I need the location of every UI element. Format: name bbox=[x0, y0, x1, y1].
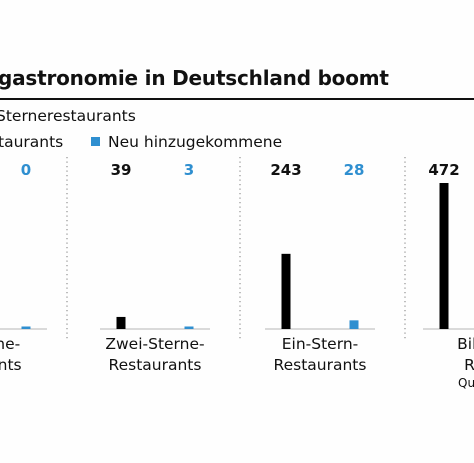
value-label-new: 0 bbox=[21, 161, 31, 179]
category-label: Sterne- bbox=[0, 335, 20, 353]
bar-new bbox=[21, 326, 31, 329]
value-label-total: 243 bbox=[270, 161, 301, 179]
category-label: Zwei-Sterne- bbox=[105, 335, 204, 353]
source-note: Qu bbox=[458, 376, 474, 390]
value-label-new: 28 bbox=[344, 161, 365, 179]
value-label-total: 472 bbox=[428, 161, 459, 179]
category-label: aurants bbox=[0, 356, 22, 374]
value-label-new: 3 bbox=[184, 161, 194, 179]
category-label: Restaurants bbox=[109, 356, 202, 374]
title-rule bbox=[0, 98, 474, 100]
category-label: Bib G bbox=[457, 335, 474, 353]
legend-entry-total: taurants bbox=[0, 133, 64, 151]
bar-total bbox=[116, 316, 126, 329]
bar-total bbox=[281, 253, 291, 329]
legend-swatch-new bbox=[91, 137, 100, 146]
chart-title: gastronomie in Deutschland boomt bbox=[0, 66, 389, 90]
chart-subtitle: Sterneresta­urants bbox=[0, 107, 136, 125]
legend-label-new: Neu hinzugekommene bbox=[108, 133, 283, 151]
bar-total bbox=[439, 183, 449, 329]
legend-entry-new: Neu hinzugekommene bbox=[91, 133, 282, 151]
bar-new bbox=[349, 320, 359, 329]
category-label: Ein-Stern- bbox=[282, 335, 359, 353]
bar-new bbox=[184, 326, 194, 329]
category-label: Res bbox=[464, 356, 474, 374]
value-label-total: 39 bbox=[111, 161, 132, 179]
category-label: Restaurants bbox=[274, 356, 367, 374]
